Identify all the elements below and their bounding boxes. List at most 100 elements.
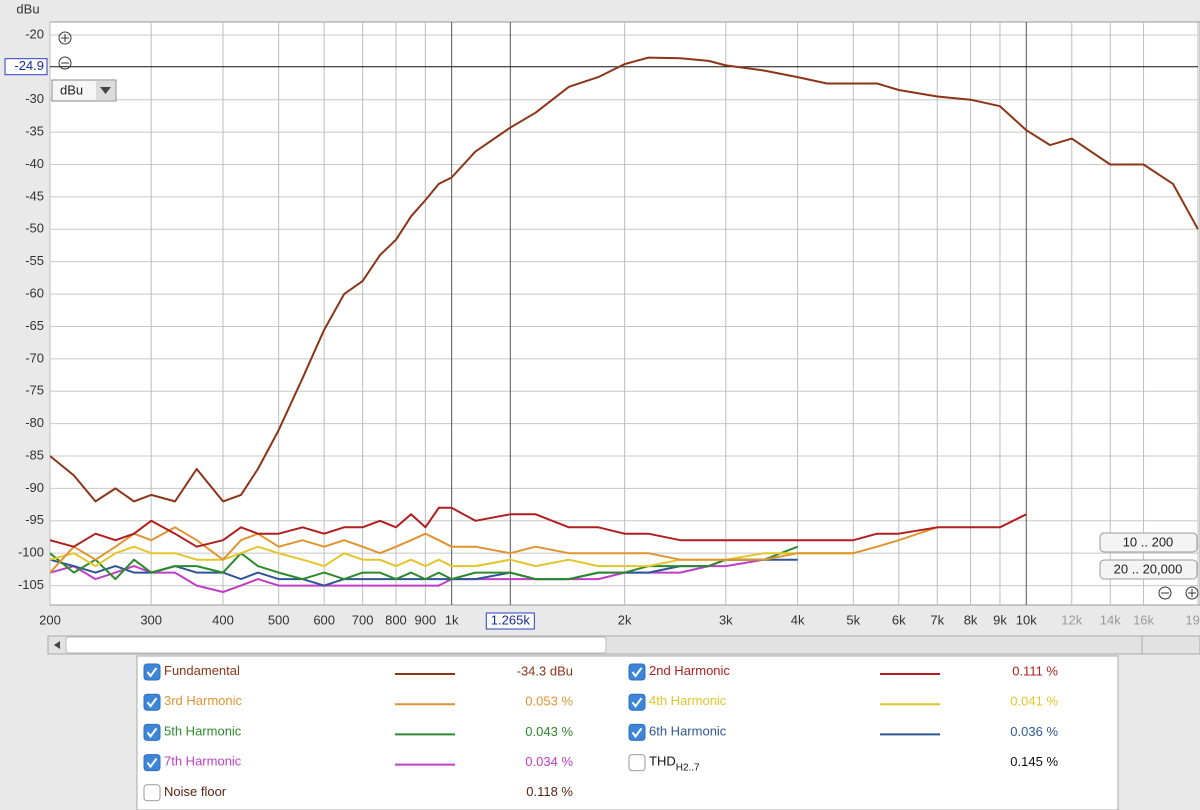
- legend-name: 5th Harmonic: [164, 724, 242, 739]
- series-line: [50, 526, 938, 574]
- legend-name-text: 7th Harmonic: [164, 754, 242, 769]
- checkmark: [631, 697, 643, 708]
- x-tick-label: 500: [268, 612, 290, 627]
- checkbox[interactable]: [628, 754, 646, 772]
- zoom-buttons: 10 .. 200 20 .. 20,000: [1099, 532, 1198, 580]
- checkbox[interactable]: [143, 663, 161, 681]
- x-tick-label: 14k: [1100, 612, 1121, 627]
- scroll-left-arrow[interactable]: [54, 641, 60, 649]
- legend-reading: 0.043 %: [525, 724, 573, 739]
- y-tick-label: -30: [25, 91, 44, 106]
- y-tick-label: -55: [25, 253, 44, 268]
- y-tick-label: -45: [25, 188, 44, 203]
- legend-reading: 0.118 %: [526, 784, 573, 799]
- legend: Fundamental -34.3 dBu 2nd Harmonic 0.111 % 3…: [143, 663, 1058, 802]
- y-tick-label: -95: [25, 512, 44, 527]
- x-tick-label: 10k: [1016, 612, 1037, 627]
- x-tick-label: 400: [212, 612, 234, 627]
- zoom-in-icon[interactable]: [1185, 586, 1199, 600]
- checkbox[interactable]: [628, 723, 646, 741]
- y-tick-label: -20: [25, 26, 44, 41]
- legend-name: Fundamental: [164, 663, 240, 678]
- x-tick-label: 7k: [930, 612, 944, 627]
- x-tick-label: 4k: [791, 612, 805, 627]
- legend-name: 2nd Harmonic: [649, 663, 730, 678]
- zoom-button-label[interactable]: 10 .. 200: [1123, 534, 1174, 549]
- legend-reading: 0.053 %: [525, 694, 573, 709]
- y-tick-label: -70: [25, 350, 44, 365]
- y-tick-label: -65: [25, 318, 44, 333]
- checkmark: [146, 697, 158, 708]
- dropdown-arrow: [100, 87, 111, 94]
- legend-name: THDH2..7: [649, 754, 700, 773]
- zoom-out-icon[interactable]: [58, 56, 72, 70]
- legend-name-subscript: H2..7: [676, 762, 700, 773]
- checkmark: [631, 727, 643, 739]
- x-tick-label: 900: [415, 612, 437, 627]
- y-tick-label: -50: [25, 221, 44, 236]
- zoom-button[interactable]: [1099, 532, 1198, 553]
- zoom-out-icon[interactable]: [1158, 586, 1172, 600]
- y-tick-label: -60: [25, 286, 44, 301]
- x-tick-label: 2k: [618, 612, 632, 627]
- legend-name: 7th Harmonic: [164, 754, 242, 769]
- y-tick-label: -80: [25, 415, 44, 430]
- x-tick-label: 19.9: [1185, 612, 1200, 627]
- x-tick-label: 300: [140, 612, 162, 627]
- zoom-button-label[interactable]: 20 .. 20,000: [1114, 561, 1183, 576]
- legend-name-text: 3rd Harmonic: [164, 694, 243, 709]
- cursor-x-label: 1.265k: [491, 612, 531, 627]
- x-tick-label: 12k: [1061, 612, 1082, 627]
- legend-name-text: 4th Harmonic: [649, 694, 727, 709]
- legend-reading: 0.041 %: [1010, 694, 1058, 709]
- plot-lines: [50, 56, 1199, 593]
- x-tick-label: 3k: [719, 612, 733, 627]
- legend-name-text: Fundamental: [164, 663, 240, 678]
- checkmark: [146, 727, 158, 739]
- checkmark: [146, 758, 158, 769]
- checkbox[interactable]: [628, 663, 646, 681]
- y-tick-label: -35: [25, 124, 44, 139]
- y-tick-label: -85: [25, 447, 44, 462]
- checkmark: [631, 667, 643, 678]
- legend-reading: 0.036 %: [1010, 724, 1058, 739]
- legend-reading: 0.145 %: [1010, 754, 1058, 769]
- y-tick-label: -40: [25, 156, 44, 171]
- legend-name: 3rd Harmonic: [164, 694, 243, 709]
- legend-name-text: THD: [649, 754, 676, 769]
- legend-name: 6th Harmonic: [649, 724, 727, 739]
- checkbox[interactable]: [143, 784, 161, 802]
- legend-name: 4th Harmonic: [649, 694, 727, 709]
- series-line: [50, 545, 798, 581]
- unit-dropdown[interactable]: dBu: [51, 79, 117, 102]
- scrollbar[interactable]: [47, 635, 1200, 655]
- x-tick-label: 200: [39, 612, 61, 627]
- x-tick-label: 1k: [445, 612, 459, 627]
- cursor-y-box: [4, 58, 48, 76]
- legend-reading: 0.034 %: [525, 754, 573, 769]
- legend-name-text: 5th Harmonic: [164, 724, 242, 739]
- zoom-in-icon[interactable]: [58, 31, 72, 45]
- checkbox[interactable]: [143, 693, 161, 711]
- series-line: [50, 56, 1199, 503]
- x-tick-label: 8k: [964, 612, 978, 627]
- y-tick-label: -100: [18, 545, 44, 560]
- legend-panel: [136, 655, 1119, 810]
- checkbox[interactable]: [628, 693, 646, 711]
- x-tick-label: 800: [385, 612, 407, 627]
- legend-reading: 0.111 %: [1012, 663, 1058, 678]
- grid: [49, 22, 1199, 605]
- checkbox[interactable]: [143, 754, 161, 772]
- checkmark: [146, 667, 158, 678]
- legend-reading: -34.3 dBu: [517, 663, 573, 678]
- y-tick-label: -105: [18, 577, 44, 592]
- x-tick-label: 600: [313, 612, 335, 627]
- legend-name-text: 2nd Harmonic: [649, 663, 730, 678]
- legend-name-text: 6th Harmonic: [649, 724, 727, 739]
- legend-name-text: Noise floor: [164, 784, 227, 799]
- scroll-thumb[interactable]: [65, 636, 607, 654]
- checkbox[interactable]: [143, 723, 161, 741]
- series-line: [50, 558, 765, 593]
- zoom-button[interactable]: [1099, 559, 1198, 580]
